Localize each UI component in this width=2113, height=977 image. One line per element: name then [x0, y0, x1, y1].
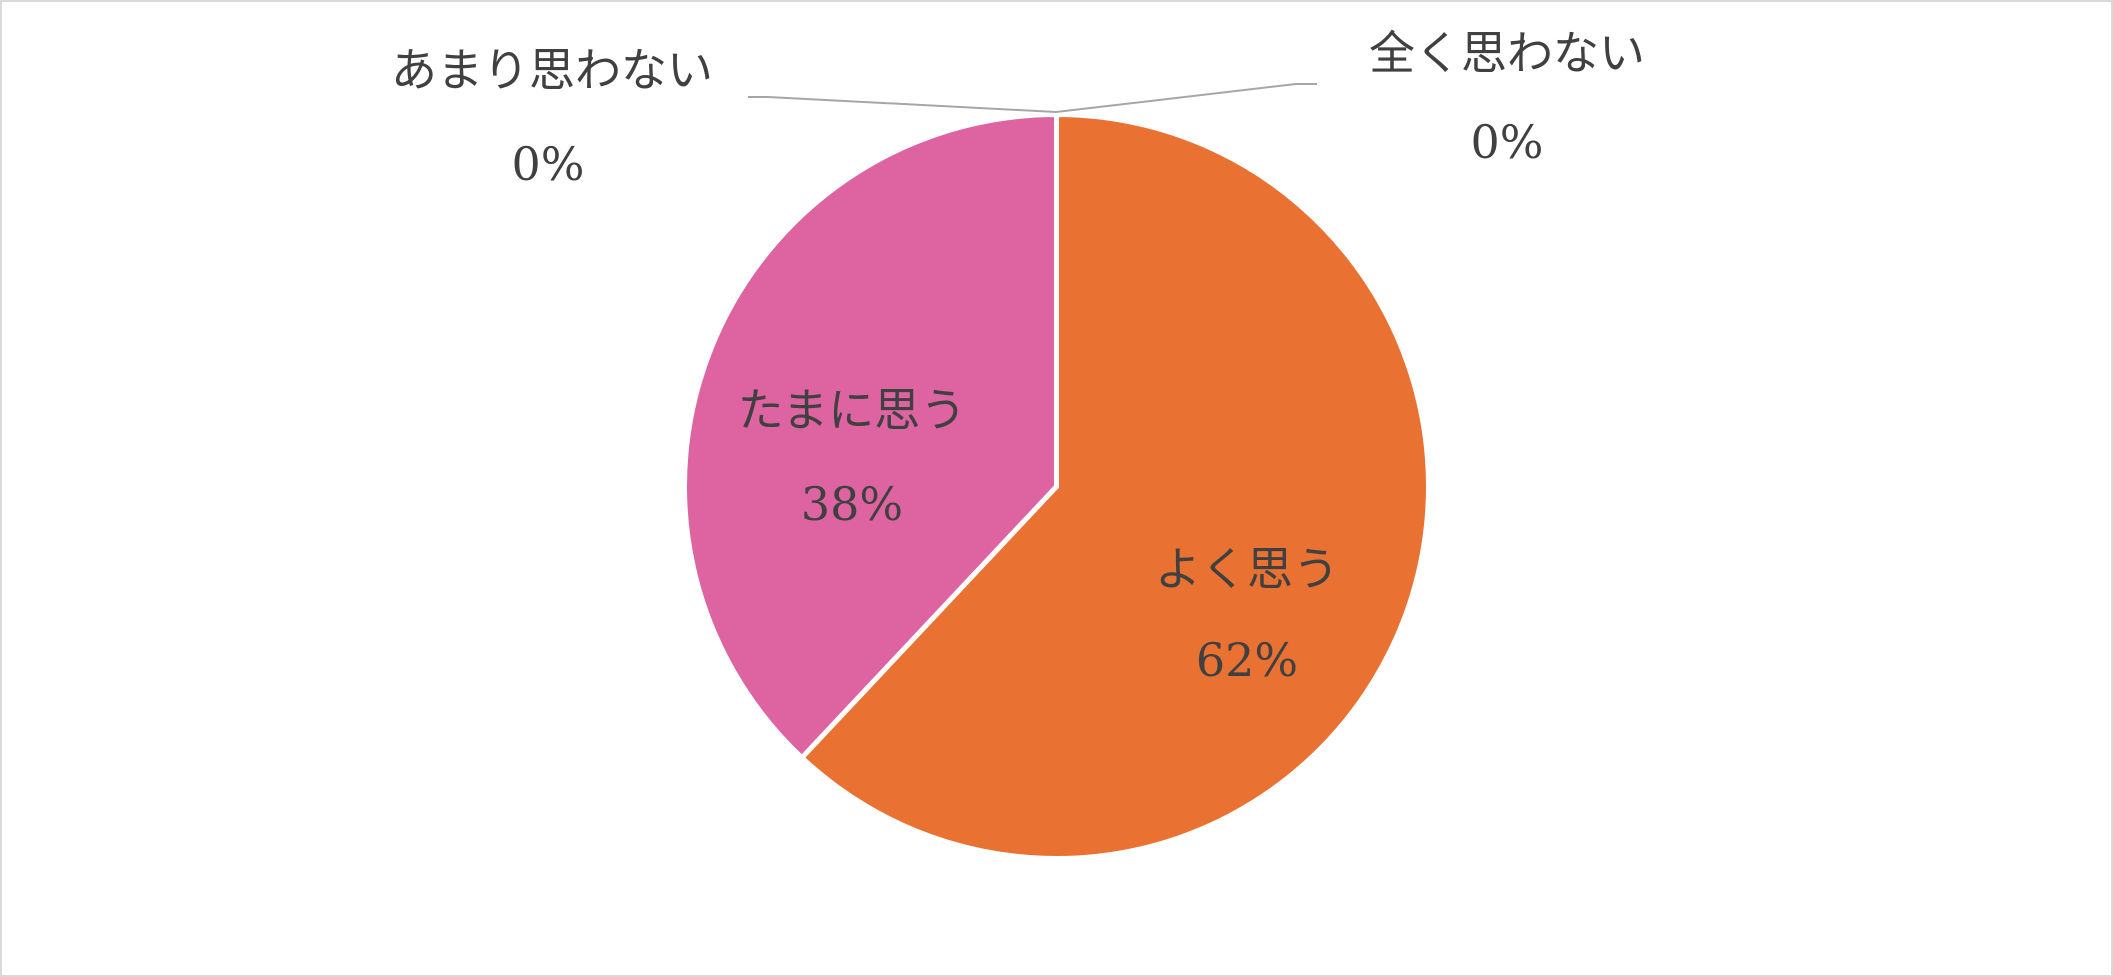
leader-line [748, 96, 1057, 113]
value-label: 62% [1196, 633, 1298, 687]
slice-label: 全く思わない [1369, 26, 1645, 80]
pie-slice [682, 112, 1059, 761]
slice-label: たまに思う [738, 383, 967, 437]
leader-line [1055, 83, 1317, 113]
value-label: 38% [801, 477, 903, 531]
value-label: 0% [1471, 115, 1544, 169]
pie-slice [799, 112, 1431, 861]
slice-label: よく思う [1155, 542, 1339, 596]
slice-label: あまり思わない [391, 43, 713, 97]
value-label: 0% [512, 137, 585, 191]
